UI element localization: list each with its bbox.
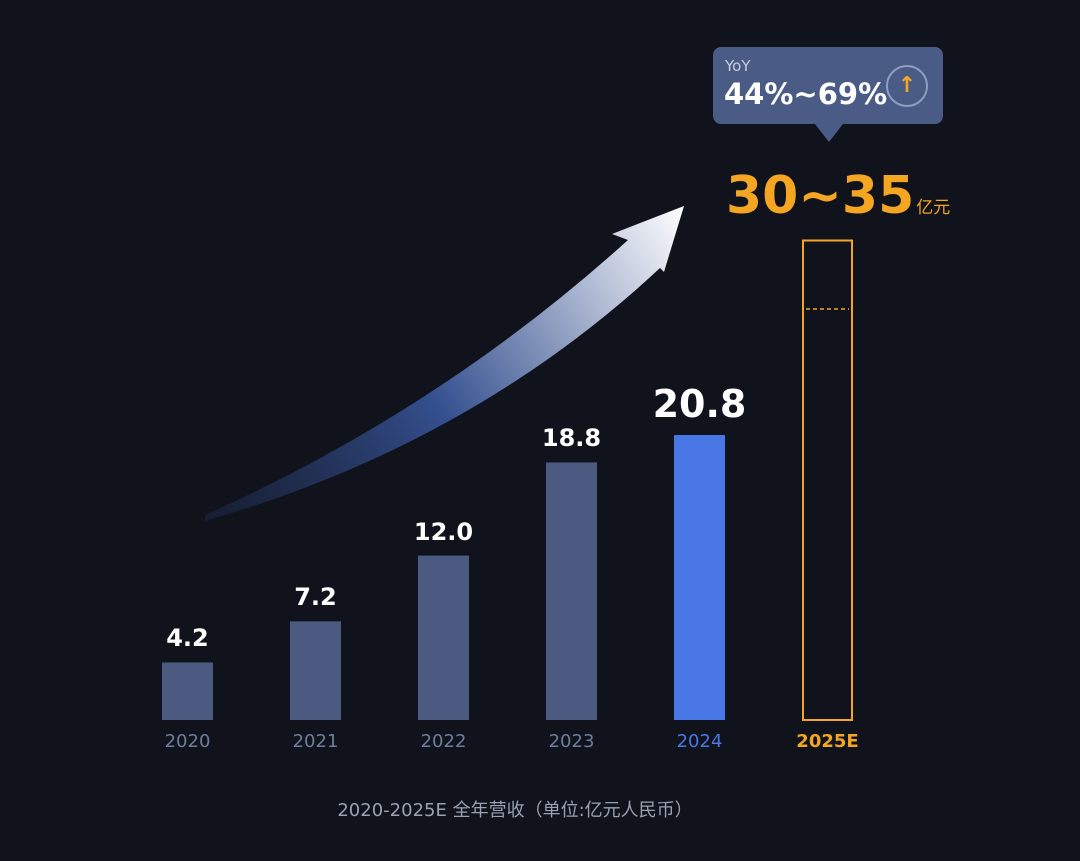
- x-tick-label: 2023: [548, 731, 595, 752]
- x-tick-label: 2022: [420, 731, 467, 752]
- yoy-label: YoY: [725, 57, 751, 75]
- data-label: 4.2: [166, 624, 209, 653]
- growth-arrow-icon: [205, 206, 684, 521]
- bar-2023: [546, 462, 597, 720]
- yoy-tooltip: YoY 44%~69% ↑: [713, 47, 943, 142]
- forecast-label: 30~35 亿元: [726, 166, 950, 226]
- forecast-value: 30~35: [726, 166, 915, 226]
- x-tick-label: 2021: [292, 731, 339, 752]
- forecast-unit: 亿元: [916, 198, 951, 218]
- arrow-up-icon: ↑: [886, 65, 928, 107]
- bar-2024: [674, 435, 725, 720]
- data-label: 20.8: [652, 382, 747, 427]
- data-label: 12.0: [413, 517, 474, 546]
- yoy-value: 44%~69%: [724, 77, 888, 111]
- bar-2021: [290, 621, 341, 720]
- bar-2020: [162, 662, 213, 720]
- data-label: 7.2: [294, 583, 337, 612]
- forecast-bar: [802, 239, 853, 721]
- x-tick-label: 2024: [676, 731, 723, 752]
- x-tick-label: 2025E: [796, 731, 859, 752]
- bar-2022: [418, 555, 469, 720]
- chart-caption: 2020-2025E 全年营收（单位:亿元人民币）: [337, 800, 693, 821]
- data-label: 18.8: [541, 424, 602, 453]
- x-tick-label: 2020: [164, 731, 211, 752]
